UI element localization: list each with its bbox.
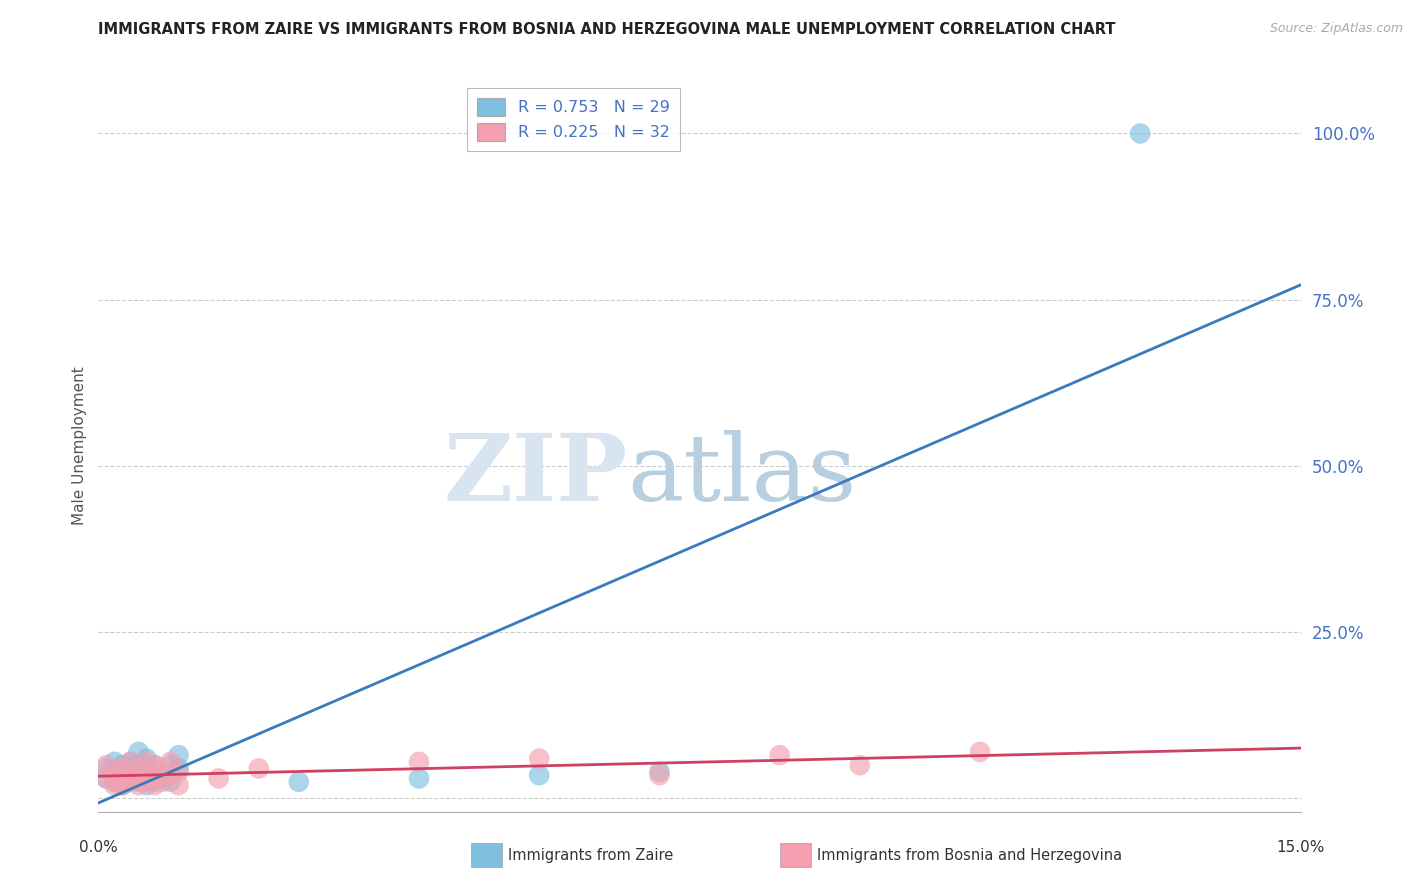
Point (1129, 127, 1152, 141)
Text: Immigrants from Bosnia and Herzegovina: Immigrants from Bosnia and Herzegovina (817, 848, 1122, 863)
Point (120, 755, 142, 769)
Point (159, 755, 181, 769)
Text: 15.0%: 15.0% (1277, 840, 1324, 855)
Point (135, 755, 157, 769)
Point (768, 748, 790, 763)
Point (167, 764, 190, 779)
Point (529, 768, 551, 782)
Point (128, 778, 150, 792)
Point (247, 762, 270, 776)
Point (143, 778, 166, 792)
Y-axis label: Male Unemployment: Male Unemployment (72, 367, 87, 525)
Point (103, 778, 125, 792)
Point (152, 774, 174, 789)
Point (96, 772, 118, 786)
Point (111, 758, 134, 772)
Point (408, 772, 430, 786)
Legend: R = 0.753   N = 29, R = 0.225   N = 32: R = 0.753 N = 29, R = 0.225 N = 32 (467, 88, 679, 151)
Point (128, 762, 150, 776)
Point (159, 774, 181, 789)
Point (208, 772, 231, 786)
Point (167, 748, 190, 763)
Point (120, 772, 142, 786)
Point (120, 755, 142, 769)
Point (120, 768, 142, 782)
Text: ZIP: ZIP (443, 430, 627, 520)
Point (143, 774, 166, 789)
Point (159, 768, 181, 782)
Point (135, 774, 157, 789)
Point (96, 762, 118, 776)
Text: Immigrants from Zaire: Immigrants from Zaire (508, 848, 673, 863)
Point (849, 758, 872, 772)
Point (135, 764, 157, 779)
Point (103, 764, 125, 779)
Point (969, 745, 991, 759)
Point (152, 764, 174, 779)
Point (128, 758, 150, 772)
Text: 0.0%: 0.0% (79, 840, 118, 855)
Point (96, 772, 118, 786)
Point (288, 774, 311, 789)
Point (408, 755, 430, 769)
Point (159, 758, 181, 772)
Point (128, 772, 150, 786)
Point (648, 764, 671, 779)
Point (167, 762, 190, 776)
Point (648, 768, 671, 782)
Point (103, 755, 125, 769)
Point (103, 774, 125, 789)
Point (135, 778, 157, 792)
Point (128, 745, 150, 759)
Point (111, 778, 134, 792)
Point (143, 758, 166, 772)
Point (120, 774, 142, 789)
Point (111, 774, 134, 789)
Point (135, 751, 157, 765)
Text: atlas: atlas (627, 430, 856, 520)
Point (111, 772, 134, 786)
Point (111, 778, 134, 792)
Point (143, 758, 166, 772)
Point (529, 751, 551, 765)
Text: Source: ZipAtlas.com: Source: ZipAtlas.com (1270, 22, 1403, 36)
Point (152, 772, 174, 786)
Point (103, 764, 125, 779)
Text: IMMIGRANTS FROM ZAIRE VS IMMIGRANTS FROM BOSNIA AND HERZEGOVINA MALE UNEMPLOYMEN: IMMIGRANTS FROM ZAIRE VS IMMIGRANTS FROM… (98, 22, 1116, 37)
Point (96, 758, 118, 772)
Point (167, 778, 190, 792)
Point (135, 768, 157, 782)
Point (143, 772, 166, 786)
Point (111, 762, 134, 776)
Point (128, 774, 150, 789)
